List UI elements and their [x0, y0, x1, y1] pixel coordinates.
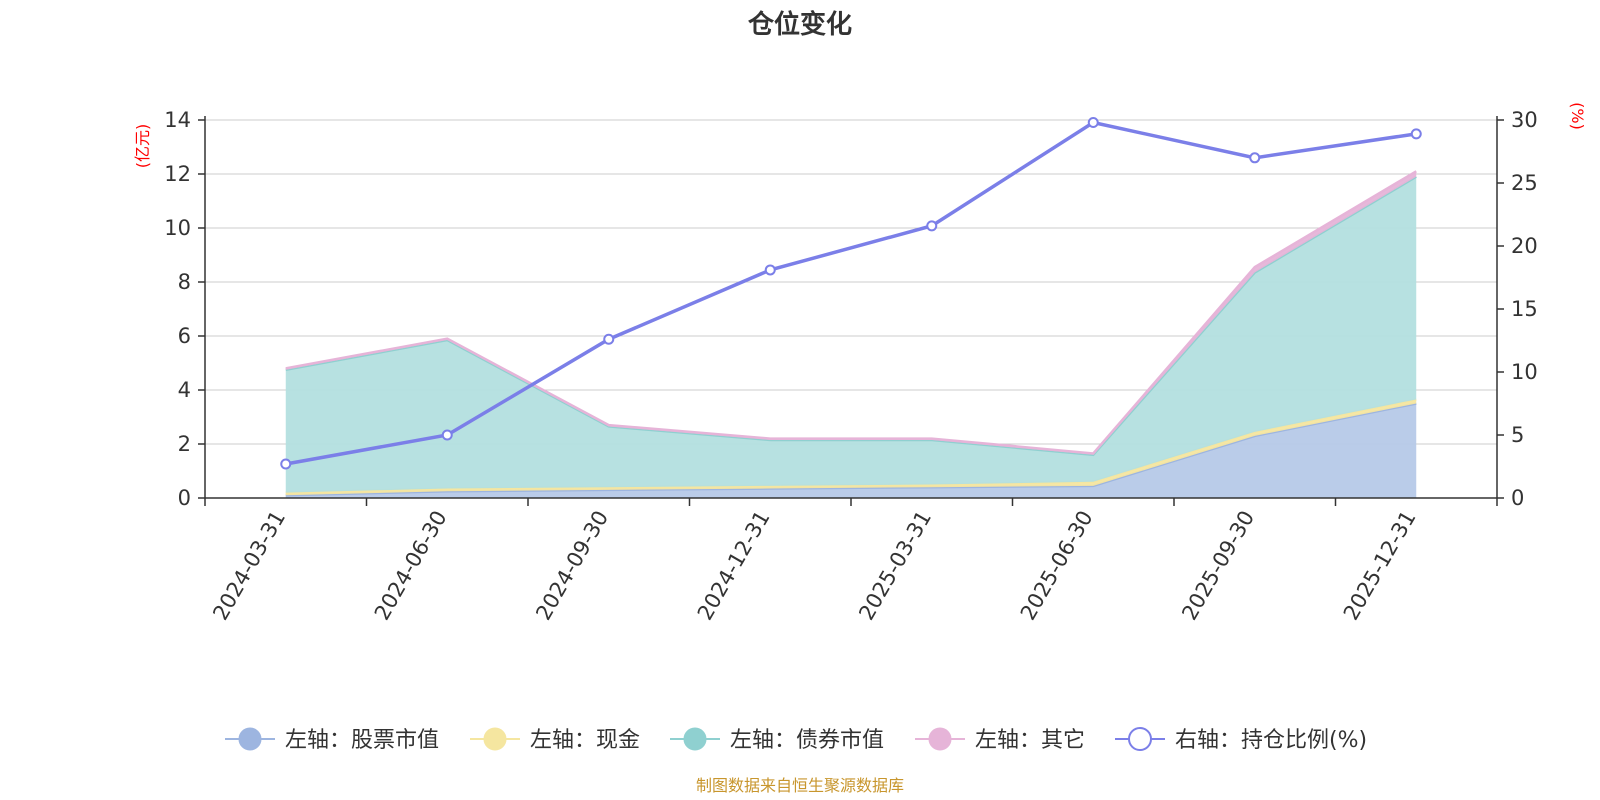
x-tick-label: 2024-03-31 — [208, 507, 290, 625]
ratio-point — [1087, 117, 1099, 129]
legend-marker — [1128, 727, 1152, 751]
legend-marker — [683, 727, 707, 751]
ratio-point — [926, 220, 938, 232]
x-tick-label: 2024-06-30 — [370, 507, 452, 625]
right-tick-label: 20 — [1511, 234, 1538, 258]
data-source-note: 制图数据来自恒生聚源数据库 — [696, 776, 904, 795]
right-tick-label: 25 — [1511, 171, 1538, 195]
left-axis-unit: (亿元) — [133, 124, 152, 169]
x-tick-label: 2025-06-30 — [1016, 507, 1098, 625]
x-tick-label: 2025-12-31 — [1339, 507, 1421, 625]
right-tick-label: 10 — [1511, 360, 1538, 384]
right-tick-label: 5 — [1511, 423, 1524, 447]
legend: 左轴：股票市值 左轴：现金 左轴：债券市值 左轴：其它 右轴：持仓比例(%) — [225, 727, 1367, 753]
legend-item-4: 右轴：持仓比例(%) — [1115, 727, 1367, 753]
ratio-point — [764, 264, 776, 276]
area-edge-3 — [285, 170, 1417, 455]
legend-marker — [483, 727, 507, 751]
left-tick-label: 0 — [178, 486, 191, 510]
x-tick-label: 2024-12-31 — [693, 507, 775, 625]
x-tick-label: 2025-03-31 — [854, 507, 936, 625]
area-series-1 — [285, 399, 1417, 496]
legend-label: 左轴：股票市值 — [285, 728, 439, 753]
position-ratio-line — [280, 117, 1422, 470]
ratio-line-path — [285, 120, 1417, 466]
legend-label: 左轴：债券市值 — [730, 728, 884, 753]
legend-label: 左轴：现金 — [530, 728, 640, 753]
left-tick-label: 10 — [164, 216, 191, 240]
legend-item-0: 左轴：股票市值 — [225, 727, 439, 753]
legend-item-3: 左轴：其它 — [915, 727, 1085, 753]
right-tick-label: 30 — [1511, 108, 1538, 132]
ratio-point — [280, 458, 292, 470]
legend-marker — [928, 727, 952, 751]
left-tick-label: 12 — [164, 162, 191, 186]
ratio-point — [1410, 128, 1422, 140]
left-tick-label: 4 — [178, 378, 191, 402]
ratio-point — [603, 333, 615, 345]
right-tick-label: 0 — [1511, 486, 1524, 510]
left-tick-label: 8 — [178, 270, 191, 294]
x-tick-label: 2024-09-30 — [531, 507, 613, 625]
x-tick-label: 2025-09-30 — [1177, 507, 1259, 625]
left-tick-label: 6 — [178, 324, 191, 348]
legend-label: 右轴：持仓比例(%) — [1175, 728, 1367, 753]
chart-title: 仓位变化 — [747, 9, 852, 40]
legend-label: 左轴：其它 — [975, 728, 1085, 753]
ratio-point — [441, 429, 453, 441]
right-tick-label: 15 — [1511, 297, 1538, 321]
legend-item-1: 左轴：现金 — [470, 727, 640, 753]
ratio-point — [1249, 152, 1261, 164]
left-tick-label: 14 — [164, 108, 191, 132]
right-axis-unit: (%) — [1568, 102, 1587, 130]
legend-marker — [238, 727, 262, 751]
left-tick-label: 2 — [178, 432, 191, 456]
legend-item-2: 左轴：债券市值 — [670, 727, 884, 753]
stacked-areas — [285, 170, 1417, 498]
area-series-2 — [285, 176, 1417, 493]
